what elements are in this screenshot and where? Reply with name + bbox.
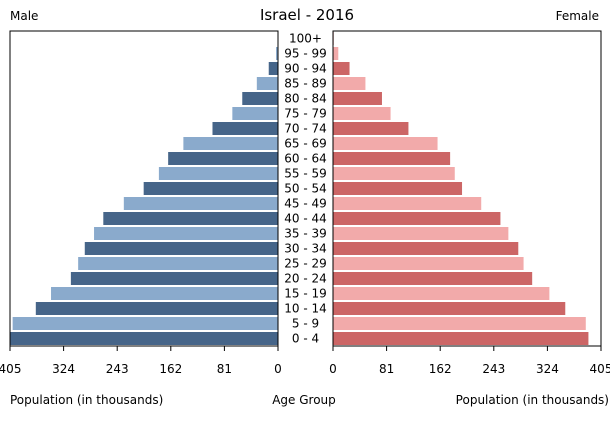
male-bar [232, 107, 278, 120]
female-bar [333, 227, 509, 240]
age-group-label: 40 - 44 [284, 212, 327, 226]
x-tick-label: 162 [429, 362, 452, 376]
female-bar [333, 182, 463, 195]
age-group-label: 30 - 34 [284, 242, 327, 256]
age-group-label: 50 - 54 [284, 182, 327, 196]
male-bar [183, 137, 278, 150]
female-bar [333, 332, 589, 345]
male-bar [94, 227, 278, 240]
female-bar [333, 212, 501, 225]
x-tick-label: 324 [52, 362, 75, 376]
male-bar [123, 197, 278, 210]
female-bar [333, 242, 519, 255]
male-bar [10, 332, 278, 345]
female-bar [333, 167, 455, 180]
x-tick-label: 405 [0, 362, 21, 376]
male-bar [143, 182, 278, 195]
female-bar [333, 152, 451, 165]
x-tick-label: 243 [482, 362, 505, 376]
male-bar [242, 92, 278, 105]
x-tick-label: 324 [536, 362, 559, 376]
age-group-label: 90 - 94 [284, 62, 327, 76]
age-group-label: 20 - 24 [284, 272, 327, 286]
female-bars [333, 32, 589, 345]
male-bar [12, 317, 279, 330]
male-bars [10, 32, 279, 345]
age-group-label: 0 - 4 [292, 332, 319, 346]
age-group-label: 65 - 69 [284, 137, 327, 151]
male-plot-frame [9, 30, 279, 347]
age-group-label: 95 - 99 [284, 47, 327, 61]
female-x-axis-label: Population (in thousands) [456, 393, 609, 407]
male-bar [70, 272, 278, 285]
male-bar [103, 212, 278, 225]
age-group-label: 70 - 74 [284, 122, 327, 136]
female-bar [333, 62, 350, 75]
male-bar [168, 152, 278, 165]
male-x-axis-label: Population (in thousands) [10, 393, 163, 407]
female-bar [333, 77, 366, 90]
female-bar [333, 122, 409, 135]
female-bar [333, 287, 550, 300]
male-header: Male [10, 9, 38, 23]
x-tick-label: 81 [379, 362, 394, 376]
female-bar [333, 302, 566, 315]
female-bar [333, 137, 438, 150]
age-group-label: 15 - 19 [284, 287, 327, 301]
age-group-label: 5 - 9 [292, 317, 319, 331]
female-bar [333, 272, 533, 285]
female-x-axis: 0 81 162 243 324 405 [329, 346, 610, 376]
male-x-axis: 405 324 243 162 81 0 [0, 346, 282, 376]
male-bar [35, 302, 279, 315]
female-plot-frame [332, 30, 602, 347]
x-tick-label: 162 [159, 362, 182, 376]
x-tick-label: 81 [217, 362, 232, 376]
male-bar [78, 257, 279, 270]
female-bar [333, 317, 586, 330]
male-bar [158, 167, 278, 180]
male-bar [84, 242, 279, 255]
age-group-axis-label: Age Group [272, 393, 336, 407]
age-group-label: 25 - 29 [284, 257, 327, 271]
male-bar [268, 62, 278, 75]
female-bar [333, 257, 524, 270]
age-group-label: 60 - 64 [284, 152, 327, 166]
age-group-label: 10 - 14 [284, 302, 327, 316]
x-tick-label: 243 [106, 362, 129, 376]
chart-title: Israel - 2016 [260, 6, 354, 24]
male-bar [256, 77, 278, 90]
female-bar [333, 47, 339, 60]
x-tick-label: 405 [590, 362, 610, 376]
x-tick-label: 0 [329, 362, 337, 376]
age-group-label: 85 - 89 [284, 77, 327, 91]
age-group-label: 75 - 79 [284, 107, 327, 121]
female-header: Female [556, 9, 599, 23]
x-tick-label: 0 [274, 362, 282, 376]
age-group-label: 35 - 39 [284, 227, 327, 241]
age-group-label: 55 - 59 [284, 167, 327, 181]
male-bar [212, 122, 278, 135]
male-bar [51, 287, 278, 300]
age-group-label: 80 - 84 [284, 92, 327, 106]
female-bar [333, 92, 382, 105]
female-bar [333, 107, 391, 120]
female-bar [333, 197, 482, 210]
male-bar [276, 47, 278, 60]
age-group-label: 45 - 49 [284, 197, 327, 211]
age-group-label: 100+ [289, 32, 322, 46]
